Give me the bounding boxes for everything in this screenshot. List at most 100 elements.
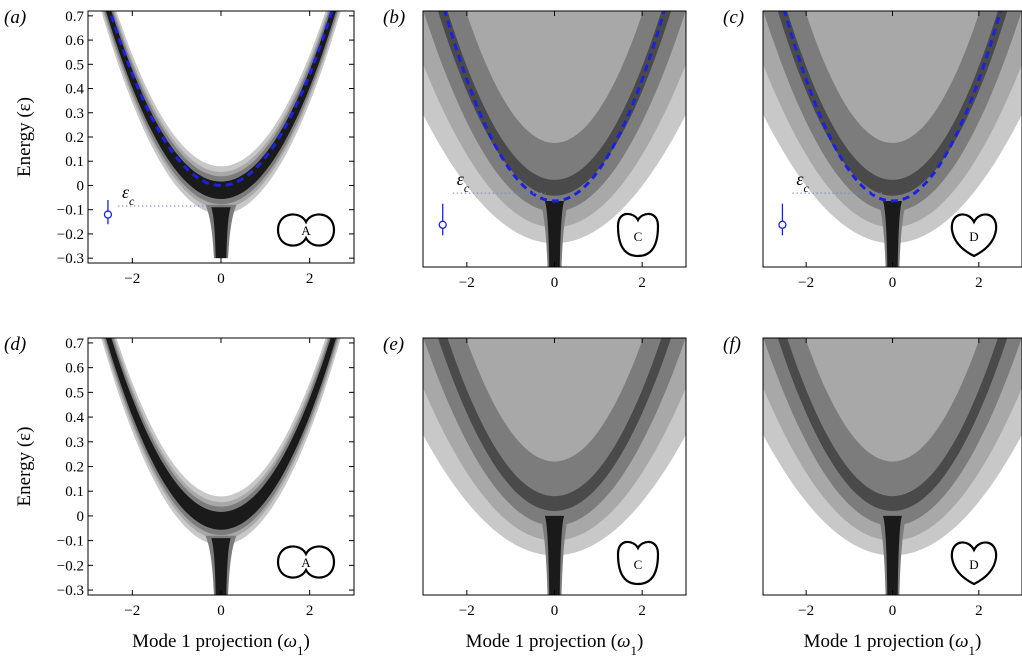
x-axis-label: Mode 1 projection (ω1) <box>132 631 310 657</box>
x-tick-label: −2 <box>798 275 814 291</box>
shape-letter: A <box>301 555 311 570</box>
x-axis-label: Mode 1 projection (ω1) <box>466 631 644 657</box>
y-tick-label: 0 <box>77 178 85 194</box>
y-tick-label: −0.1 <box>57 534 84 550</box>
x-tick-label: −2 <box>124 603 140 619</box>
density-band <box>105 338 337 530</box>
shape-outline-icon <box>276 545 336 579</box>
x-axis-label-subscript: 1 <box>297 643 304 657</box>
x-axis-label-close: ) <box>304 631 310 652</box>
shape-letter: D <box>969 557 978 572</box>
x-axis-label-symbol: ω <box>955 631 968 652</box>
y-tick-label: 0.6 <box>65 33 84 49</box>
panel-c: εcD−2 0 2(c) <box>723 7 1022 291</box>
x-tick-label: −2 <box>798 603 814 619</box>
y-axis-label: Energy (ε) <box>14 97 35 177</box>
x-tick-label: 0 <box>551 275 559 291</box>
y-tick-label: −0.2 <box>57 558 84 574</box>
x-tick-label: −2 <box>124 271 140 287</box>
x-tick-label: 2 <box>975 603 983 619</box>
density-band <box>101 11 341 215</box>
epsilon-c-point <box>103 210 113 219</box>
density-band <box>101 338 341 546</box>
y-tick-label: 0.1 <box>65 484 84 500</box>
shape-letter: D <box>969 229 978 244</box>
x-tick-label: 2 <box>306 603 314 619</box>
density-level <box>805 338 980 462</box>
y-tick-label: 0.3 <box>65 435 84 451</box>
density-stem-core <box>544 515 565 595</box>
epsilon-c-point <box>438 220 447 229</box>
x-tick-label: 0 <box>889 275 897 291</box>
shape-outline-icon <box>950 541 998 586</box>
epsilon-c-subscript: c <box>464 181 470 195</box>
y-tick-label: 0.3 <box>65 106 84 122</box>
x-axis-label-symbol: ω <box>617 631 630 652</box>
epsilon-c-point <box>778 220 787 229</box>
x-tick-label: 2 <box>638 603 646 619</box>
shape-outline-icon <box>616 540 660 586</box>
panel-f: D −2 0 2 (f) Mode 1 projection (ω1) <box>723 334 1022 657</box>
shape-outline-icon <box>276 213 336 247</box>
x-tick-label: 2 <box>638 275 646 291</box>
epsilon-c-label: εc <box>122 182 135 208</box>
y-tick-label: −0.3 <box>57 251 84 267</box>
dashed-parabola <box>108 11 334 188</box>
y-tick-label: 0.7 <box>65 336 84 352</box>
shape-letter: C <box>634 557 643 572</box>
panel-label: (f) <box>723 334 741 355</box>
x-tick-label: 0 <box>217 603 225 619</box>
x-axis-label-symbol: ω <box>284 631 297 652</box>
x-axis-label-close: ) <box>975 631 981 652</box>
x-axis-label: Mode 1 projection (ω1) <box>804 631 982 657</box>
x-tick-label: 0 <box>551 603 559 619</box>
y-tick-label: 0.1 <box>65 154 84 170</box>
density-stem-core <box>211 538 231 595</box>
y-tick-label: 0.2 <box>65 460 84 476</box>
panel-a: εc A −2 0 2 −0.3 −0.2 −0.1 0 0.1 0.2 0.3 0.4 0.5 0.6 0.… <box>4 7 355 287</box>
x-axis-label-text: Mode 1 projection ( <box>132 631 283 652</box>
density-level <box>805 11 980 143</box>
y-tick-label: 0.6 <box>65 361 84 377</box>
density-stem-core <box>544 201 565 267</box>
y-tick-label: 0.5 <box>65 385 84 401</box>
x-axis-label-text: Mode 1 projection ( <box>804 631 955 652</box>
plot-area <box>763 338 1022 595</box>
shape-outline-icon <box>616 212 660 258</box>
y-tick-label: −0.3 <box>57 583 84 599</box>
panel-label: (d) <box>4 334 26 355</box>
shape-letter: A <box>301 223 311 238</box>
y-tick-label: 0.4 <box>65 82 84 98</box>
panel-d: A −2 0 2 −0.3 −0.2 −0.1 0 0.1 0.2 0.3 0.4 0.5 0.6 0.7 (… <box>4 334 355 657</box>
plot-area <box>101 11 341 259</box>
x-axis-label-subscript: 1 <box>969 643 976 657</box>
y-tick-label: −0.2 <box>57 227 84 243</box>
plot-area <box>423 11 686 267</box>
y-tick-label: 0.5 <box>65 57 84 73</box>
x-axis-label-subscript: 1 <box>631 643 638 657</box>
y-tick-label: 0 <box>77 509 85 525</box>
shape-letter: C <box>634 229 643 244</box>
y-axis-label: Energy (ε) <box>14 427 35 507</box>
density-level <box>465 338 644 462</box>
density-stem-core <box>883 201 902 267</box>
x-axis-label-close: ) <box>637 631 643 652</box>
density-band <box>104 338 338 536</box>
epsilon-c-subscript: c <box>804 181 810 195</box>
plot-area <box>101 338 341 595</box>
panel-label: (a) <box>4 7 26 28</box>
x-axis-label-text: Mode 1 projection ( <box>466 631 617 652</box>
panel-label: (b) <box>383 7 405 28</box>
density-stem-core <box>211 207 231 259</box>
dashed-parabola <box>782 11 1003 203</box>
x-tick-label: −2 <box>459 603 475 619</box>
density-band <box>104 11 338 205</box>
density-stem-core <box>883 515 902 595</box>
shape-outline-icon <box>950 213 998 258</box>
density-band <box>102 11 340 209</box>
y-tick-label: 0.4 <box>65 410 84 426</box>
panel-label: (e) <box>383 334 404 355</box>
y-tick-label: 0.7 <box>65 9 84 25</box>
plot-area <box>763 11 1022 267</box>
